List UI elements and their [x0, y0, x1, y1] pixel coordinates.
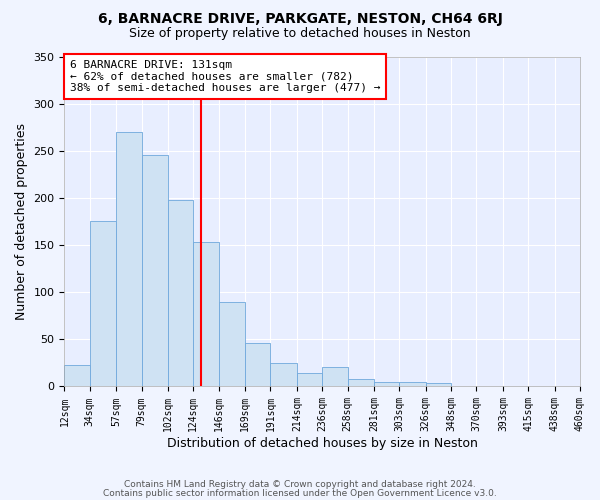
Bar: [116, 132, 142, 386]
Bar: [168, 200, 193, 386]
Text: Size of property relative to detached houses in Neston: Size of property relative to detached ho…: [129, 28, 471, 40]
Text: Contains public sector information licensed under the Open Government Licence v3: Contains public sector information licen…: [103, 488, 497, 498]
Text: 6 BARNACRE DRIVE: 131sqm
← 62% of detached houses are smaller (782)
38% of semi-: 6 BARNACRE DRIVE: 131sqm ← 62% of detach…: [70, 60, 380, 93]
Bar: [64, 365, 90, 386]
Bar: [347, 379, 374, 386]
Bar: [400, 382, 426, 386]
Text: Contains HM Land Registry data © Crown copyright and database right 2024.: Contains HM Land Registry data © Crown c…: [124, 480, 476, 489]
Text: 6, BARNACRE DRIVE, PARKGATE, NESTON, CH64 6RJ: 6, BARNACRE DRIVE, PARKGATE, NESTON, CH6…: [98, 12, 502, 26]
Bar: [374, 382, 400, 386]
Bar: [142, 156, 168, 386]
Bar: [426, 382, 451, 386]
Y-axis label: Number of detached properties: Number of detached properties: [15, 123, 28, 320]
Bar: [90, 222, 116, 386]
Bar: [322, 366, 347, 386]
Bar: [271, 363, 297, 386]
Bar: [193, 242, 218, 386]
Bar: [218, 302, 245, 386]
Bar: [245, 343, 271, 386]
X-axis label: Distribution of detached houses by size in Neston: Distribution of detached houses by size …: [167, 437, 478, 450]
Bar: [297, 374, 322, 386]
